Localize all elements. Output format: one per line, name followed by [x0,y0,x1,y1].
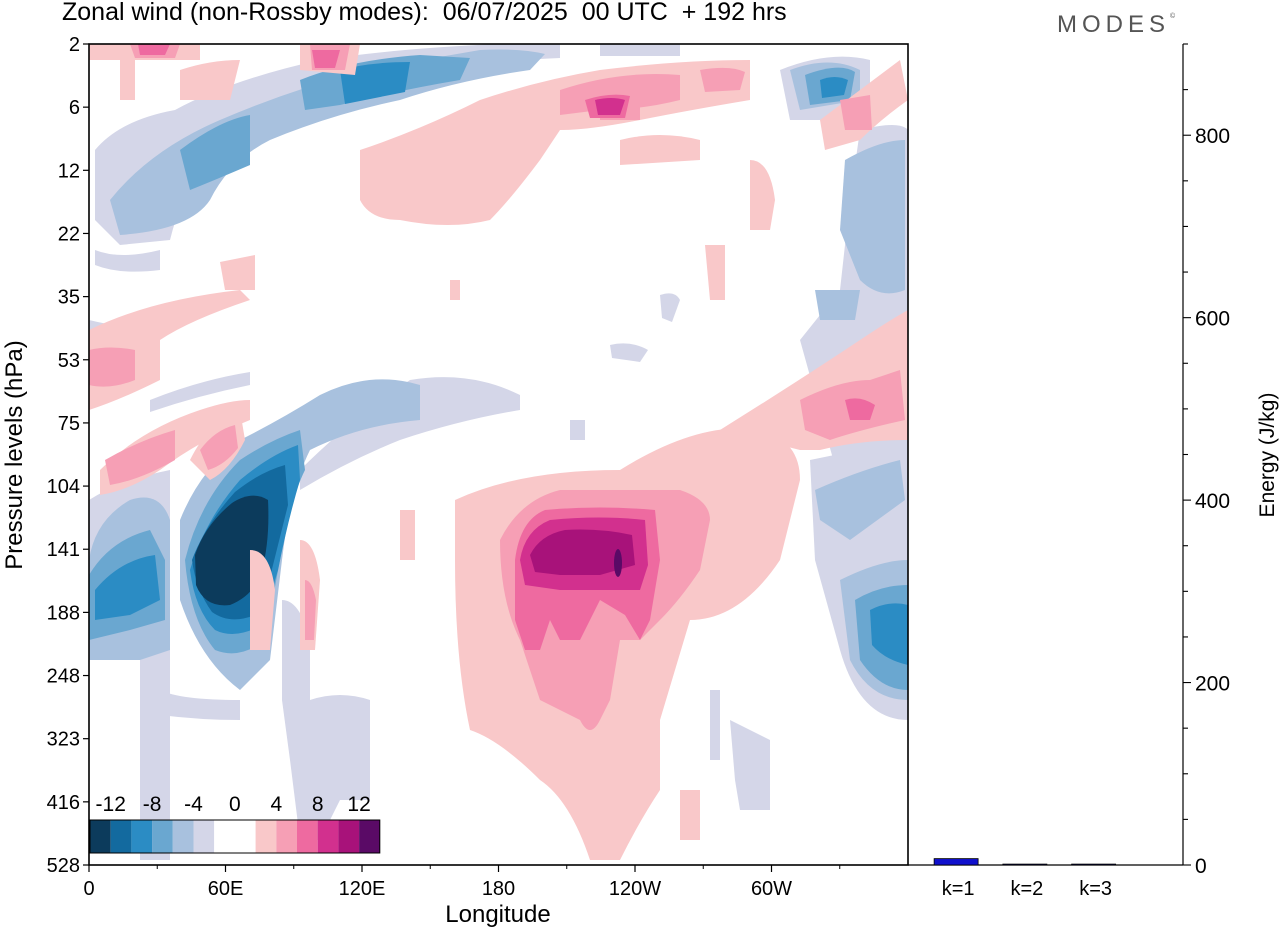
y-tick-label: 6 [69,97,80,119]
y-tick-label: 53 [58,350,80,372]
colorbar-swatch [317,820,339,853]
energy-tick-label: 400 [1195,490,1230,513]
energy-tick-label: 800 [1195,125,1230,148]
colorbar-label: 8 [312,793,324,816]
x-tick-label: 60W [751,878,792,900]
colorbar-swatch [152,820,173,853]
colorbar-label: -4 [184,793,203,816]
colorbar-label: 12 [347,793,370,816]
y-axis-title: Pressure levels (hPa) [1,340,28,569]
y-tick-label: 22 [58,223,80,245]
y-tick-label: 141 [47,539,80,561]
colorbar-swatch [338,820,360,853]
y-tick-label: 104 [47,476,80,498]
energy-bar [933,858,979,866]
colorbar-swatch [214,820,235,853]
colorbar-legend: -12 -8 -4 0 4 8 12 [89,793,381,854]
energy-axis: 0 200 400 600 800 [1183,43,1230,878]
colorbar-label: 4 [270,793,282,816]
shade-pos12-strong [530,529,635,575]
energy-bar [1071,863,1117,866]
colorbar-swatch [90,820,111,853]
y-tick-label: 12 [58,160,80,182]
x-tick-label: 180 [482,878,515,900]
x-tick-label: 120W [609,878,661,900]
colorbar-swatch [297,820,318,853]
x-axis-title: Longitude [445,901,550,928]
energy-axis-title: Energy (J/kg) [1256,393,1279,518]
shade-pos-max [614,549,622,577]
energy-bar [1002,863,1048,866]
y-tick-label: 248 [47,666,80,688]
wavenumber-labels: k=1 k=2 k=3 [942,878,1112,900]
y-tick-label: 2 [69,34,80,56]
energy-bars [933,858,1117,866]
colorbar-frame [89,819,381,854]
colorbar-swatch [172,820,194,853]
chart-title: Zonal wind (non-Rossby modes): 06/07/202… [62,0,787,26]
heatmap-field [89,44,908,860]
colorbar-label: 0 [229,793,241,816]
y-tick-label: 35 [58,287,80,309]
modes-logo: MODES© [1057,11,1175,39]
colorbar-swatch [193,820,215,853]
wavenumber-label: k=1 [942,878,975,900]
energy-tick-label: 200 [1195,673,1230,696]
energy-tick-label: 600 [1195,308,1230,331]
colorbar-swatch [276,820,297,853]
wavenumber-label: k=3 [1079,878,1112,900]
logo-mark: © [1170,13,1176,20]
x-axis: 0 60E 120E 180 120W 60W [83,865,841,900]
y-tick-label: 323 [47,729,80,751]
colorbar-label: -8 [143,793,162,816]
colorbar-swatch [255,820,277,853]
wavenumber-label: k=2 [1010,878,1043,900]
x-tick-label: 60E [208,878,244,900]
logo-text: MODES [1057,11,1171,38]
colorbar-label: -12 [96,793,126,816]
y-tick-label: 75 [58,413,80,435]
energy-tick-label: 0 [1195,855,1207,878]
colorbar-swatch [110,820,132,853]
x-tick-label: 120E [339,878,386,900]
y-tick-label: 416 [47,792,80,814]
colorbar-swatch [234,820,256,853]
colorbar-swatch [131,820,153,853]
colorbar-swatch [359,820,380,853]
y-axis: 2 6 12 22 35 53 75 104 141 188 248 323 416 528 [47,34,89,877]
y-tick-label: 188 [47,602,80,624]
x-tick-label: 0 [83,878,94,900]
y-tick-label: 528 [47,855,80,877]
